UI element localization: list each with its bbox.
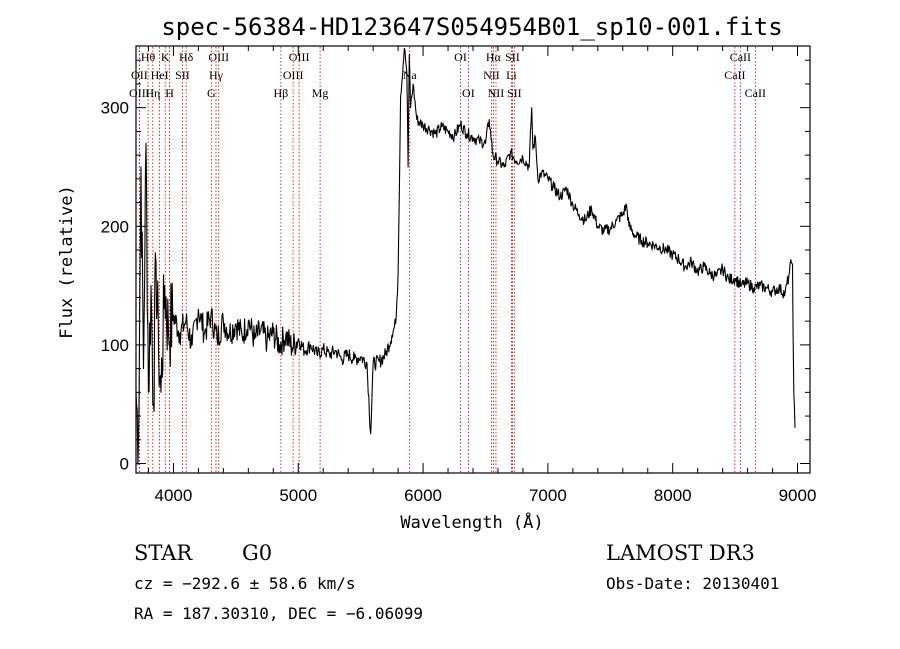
spectral-line-label: NII [488, 86, 505, 100]
spectral-line-label: Hα [486, 50, 502, 64]
spectral-line-label: OIII [289, 50, 310, 64]
spectral-line-label: K [161, 50, 170, 64]
spectral-line-label: SII [175, 68, 190, 82]
y-axis-ticks: 0 100 200 300 [101, 59, 810, 474]
spectral-line-label: CaII [745, 86, 766, 100]
spectral-line-label: Hγ [209, 68, 224, 82]
spectral-line-label: H [165, 86, 174, 100]
object-class: STAR [134, 541, 193, 565]
x-axis-label: Wavelength (Å) [400, 511, 543, 533]
x-tick-label: 8000 [654, 486, 692, 505]
spectral-line-label: SII [505, 50, 520, 64]
y-tick-label: 200 [101, 217, 129, 236]
object-subclass: G0 [242, 541, 272, 565]
y-axis-label: Flux (relative) [57, 185, 77, 339]
spectral-line-label: NII [483, 68, 500, 82]
obs-date-text: Obs-Date: 20130401 [606, 574, 779, 593]
spectral-line-label: OI [462, 86, 475, 100]
spectral-line-label: OIII [129, 86, 150, 100]
x-tick-label: 7000 [529, 486, 567, 505]
chart-title: spec-56384-HD123647S054954B01_sp10-001.f… [161, 13, 782, 41]
spectral-line-label: SII [507, 86, 522, 100]
x-tick-label: 5000 [279, 486, 317, 505]
survey-name: LAMOST DR3 [606, 541, 755, 565]
spectral-line-label: CaII [724, 68, 745, 82]
spectral-line-label: G [207, 86, 216, 100]
spectral-line-label: OIII [283, 68, 304, 82]
spectral-line-label: Mg [312, 86, 329, 100]
spectrum-series-line [135, 47, 796, 465]
y-tick-label: 100 [101, 336, 129, 355]
spectral-line-markers [138, 47, 756, 472]
spectral-line-label: Li [506, 68, 517, 82]
x-tick-label: 6000 [404, 486, 442, 505]
spectral-line-label: Hη [145, 86, 160, 100]
spectral-line-label: OII [131, 68, 148, 82]
spectral-line-label: Hδ [179, 50, 194, 64]
spectral-line-label: CaII [730, 50, 751, 64]
coordinates-text: RA = 187.30310, DEC = −6.06099 [134, 604, 423, 623]
y-tick-label: 300 [101, 99, 129, 118]
redshift-text: cz = −292.6 ± 58.6 km/s [134, 574, 356, 593]
x-tick-label: 9000 [779, 486, 817, 505]
plot-frame [135, 45, 811, 474]
spectral-line-label: HeI [151, 68, 169, 82]
spectral-line-label: OIII [208, 50, 229, 64]
y-tick-label: 0 [120, 455, 129, 474]
x-axis-ticks: 4000 5000 6000 7000 8000 9000 [147, 46, 817, 505]
spectral-line-label: Hθ [141, 50, 156, 64]
spectral-line-label: Hβ [274, 86, 289, 100]
spectral-line-label: OI [454, 50, 467, 64]
x-tick-label: 4000 [155, 486, 193, 505]
